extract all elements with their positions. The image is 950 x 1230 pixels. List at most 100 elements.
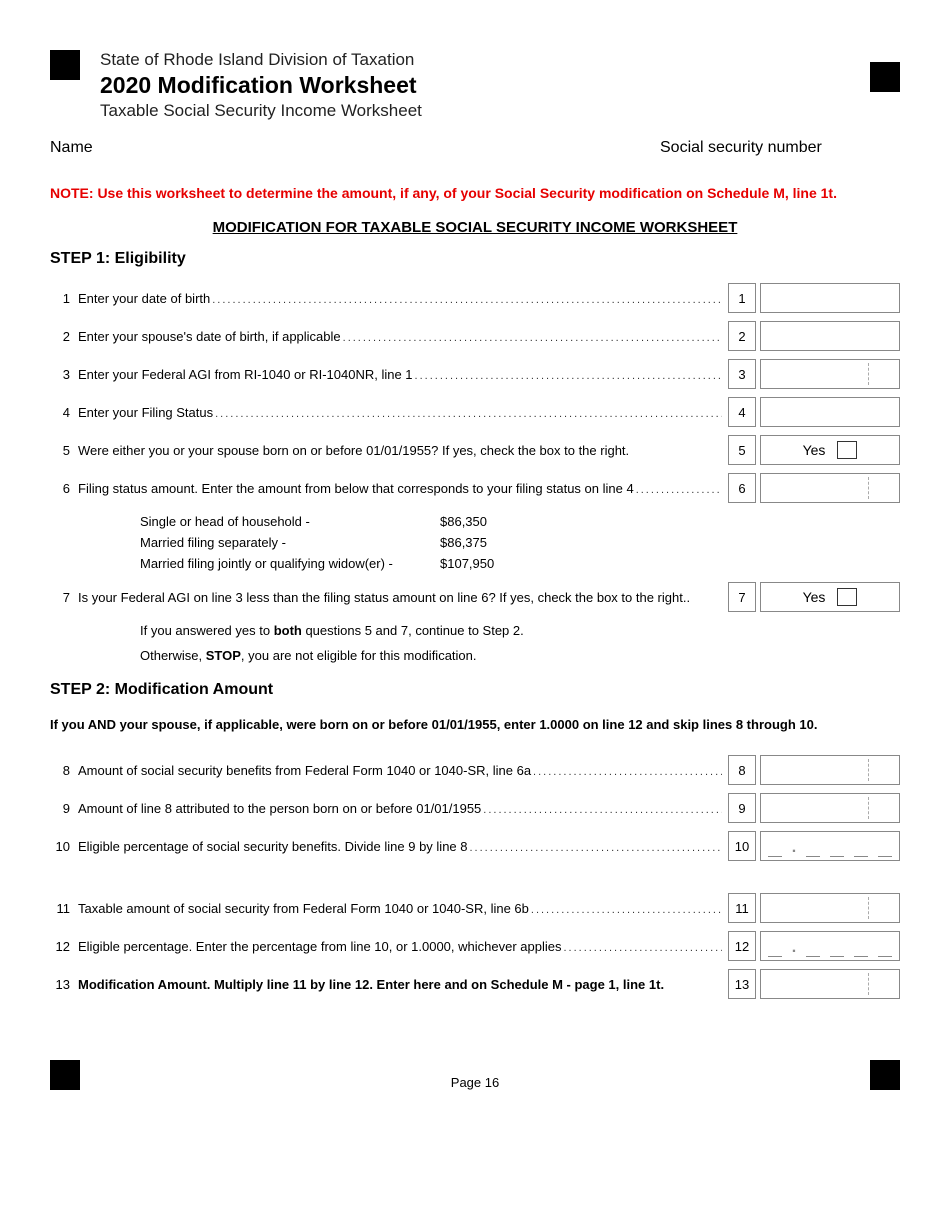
line-text: Enter your date of birth xyxy=(78,291,722,306)
line-9: 9 Amount of line 8 attributed to the per… xyxy=(50,792,900,824)
status-amount: $86,350 xyxy=(440,514,487,529)
line-number: 5 xyxy=(50,443,78,458)
line-number: 7 xyxy=(50,590,78,605)
corner-marker-bottom-right xyxy=(870,1060,900,1090)
line-box-number: 10 xyxy=(728,831,756,861)
document-title: 2020 Modification Worksheet xyxy=(100,72,850,99)
line-box-number: 6 xyxy=(728,473,756,503)
line-number: 2 xyxy=(50,329,78,344)
line-number: 13 xyxy=(50,977,78,992)
status-label: Single or head of household - xyxy=(140,514,440,529)
line-number: 8 xyxy=(50,763,78,778)
worksheet-title: MODIFICATION FOR TAXABLE SOCIAL SECURITY… xyxy=(50,219,900,236)
agency-name: State of Rhode Island Division of Taxati… xyxy=(100,50,850,70)
page-number: Page 16 xyxy=(451,1075,499,1090)
taxable-ss-input[interactable] xyxy=(760,893,900,923)
line-box-number: 1 xyxy=(728,283,756,313)
line-12: 12 Eligible percentage. Enter the percen… xyxy=(50,930,900,962)
line-box-number: 4 xyxy=(728,397,756,427)
line-4: 4 Enter your Filing Status 4 xyxy=(50,396,900,428)
status-row: Single or head of household - $86,350 xyxy=(140,514,900,529)
dob-input[interactable] xyxy=(760,283,900,313)
note-text: NOTE: Use this worksheet to determine th… xyxy=(50,185,900,201)
line-number: 10 xyxy=(50,839,78,854)
line-8: 8 Amount of social security benefits fro… xyxy=(50,754,900,786)
step2-intro: If you AND your spouse, if applicable, w… xyxy=(50,717,900,732)
line-number: 12 xyxy=(50,939,78,954)
status-label: Married filing jointly or qualifying wid… xyxy=(140,556,440,571)
filing-status-input[interactable] xyxy=(760,397,900,427)
line-box-number: 8 xyxy=(728,755,756,785)
line-13: 13 Modification Amount. Multiply line 11… xyxy=(50,968,900,1000)
line-box-number: 2 xyxy=(728,321,756,351)
corner-marker-top-right xyxy=(870,62,900,92)
name-ssn-block: Name Social security number xyxy=(50,139,900,157)
line-text: Amount of line 8 attributed to the perso… xyxy=(78,801,722,816)
line-text: Modification Amount. Multiply line 11 by… xyxy=(78,977,722,992)
document-subtitle: Taxable Social Security Income Worksheet xyxy=(100,101,850,121)
step1-title: STEP 1: Eligibility xyxy=(50,250,900,268)
line-text: Enter your Federal AGI from RI-1040 or R… xyxy=(78,367,722,382)
line9-input[interactable] xyxy=(760,793,900,823)
line-6: 6 Filing status amount. Enter the amount… xyxy=(50,472,900,504)
footer: Page 16 xyxy=(50,1060,900,1090)
line10-percentage-input[interactable]: . xyxy=(760,831,900,861)
line-box-number: 13 xyxy=(728,969,756,999)
line-text: Taxable amount of social security from F… xyxy=(78,901,722,916)
status-row: Married filing jointly or qualifying wid… xyxy=(140,556,900,571)
yes-box-5: Yes xyxy=(760,435,900,465)
line-box-number: 5 xyxy=(728,435,756,465)
line-text: Filing status amount. Enter the amount f… xyxy=(78,481,722,496)
header-row: State of Rhode Island Division of Taxati… xyxy=(50,50,900,121)
corner-marker-bottom-left xyxy=(50,1060,80,1090)
modification-amount-input[interactable] xyxy=(760,969,900,999)
line-number: 3 xyxy=(50,367,78,382)
yes-label: Yes xyxy=(803,442,826,458)
line-box-number: 9 xyxy=(728,793,756,823)
line-number: 6 xyxy=(50,481,78,496)
ssn-label: Social security number xyxy=(660,139,900,157)
step2-title: STEP 2: Modification Amount xyxy=(50,681,900,699)
status-row: Married filing separately - $86,375 xyxy=(140,535,900,550)
ss-benefits-input[interactable] xyxy=(760,755,900,785)
yes-checkbox-7[interactable] xyxy=(837,588,857,606)
line-box-number: 12 xyxy=(728,931,756,961)
line-7: 7 Is your Federal AGI on line 3 less tha… xyxy=(50,581,900,613)
instruction-stop: Otherwise, STOP, you are not eligible fo… xyxy=(140,648,900,663)
line-3: 3 Enter your Federal AGI from RI-1040 or… xyxy=(50,358,900,390)
line-11: 11 Taxable amount of social security fro… xyxy=(50,892,900,924)
line-text: Eligible percentage of social security b… xyxy=(78,839,722,854)
status-label: Married filing separately - xyxy=(140,535,440,550)
yes-label: Yes xyxy=(803,589,826,605)
line-number: 4 xyxy=(50,405,78,420)
header-text: State of Rhode Island Division of Taxati… xyxy=(100,50,850,121)
line-5: 5 Were either you or your spouse born on… xyxy=(50,434,900,466)
yes-checkbox-5[interactable] xyxy=(837,441,857,459)
line-number: 11 xyxy=(50,901,78,916)
federal-agi-input[interactable] xyxy=(760,359,900,389)
line-number: 9 xyxy=(50,801,78,816)
status-amount: $107,950 xyxy=(440,556,494,571)
line-1: 1 Enter your date of birth 1 xyxy=(50,282,900,314)
yes-box-7: Yes xyxy=(760,582,900,612)
filing-status-amount-input[interactable] xyxy=(760,473,900,503)
line-text: Were either you or your spouse born on o… xyxy=(78,443,722,458)
line-text: Is your Federal AGI on line 3 less than … xyxy=(78,590,722,605)
line-text: Enter your spouse's date of birth, if ap… xyxy=(78,329,722,344)
line-2: 2 Enter your spouse's date of birth, if … xyxy=(50,320,900,352)
line12-percentage-input[interactable]: . xyxy=(760,931,900,961)
spouse-dob-input[interactable] xyxy=(760,321,900,351)
line-text: Eligible percentage. Enter the percentag… xyxy=(78,939,722,954)
line-box-number: 11 xyxy=(728,893,756,923)
name-label: Name xyxy=(50,139,660,157)
line-10: 10 Eligible percentage of social securit… xyxy=(50,830,900,862)
line-text: Enter your Filing Status xyxy=(78,405,722,420)
corner-marker-top-left xyxy=(50,50,80,80)
line-text: Amount of social security benefits from … xyxy=(78,763,722,778)
tax-worksheet-page: State of Rhode Island Division of Taxati… xyxy=(0,0,950,1120)
status-amount: $86,375 xyxy=(440,535,487,550)
line-box-number: 3 xyxy=(728,359,756,389)
line-box-number: 7 xyxy=(728,582,756,612)
filing-status-amounts: Single or head of household - $86,350 Ma… xyxy=(140,514,900,571)
line-number: 1 xyxy=(50,291,78,306)
